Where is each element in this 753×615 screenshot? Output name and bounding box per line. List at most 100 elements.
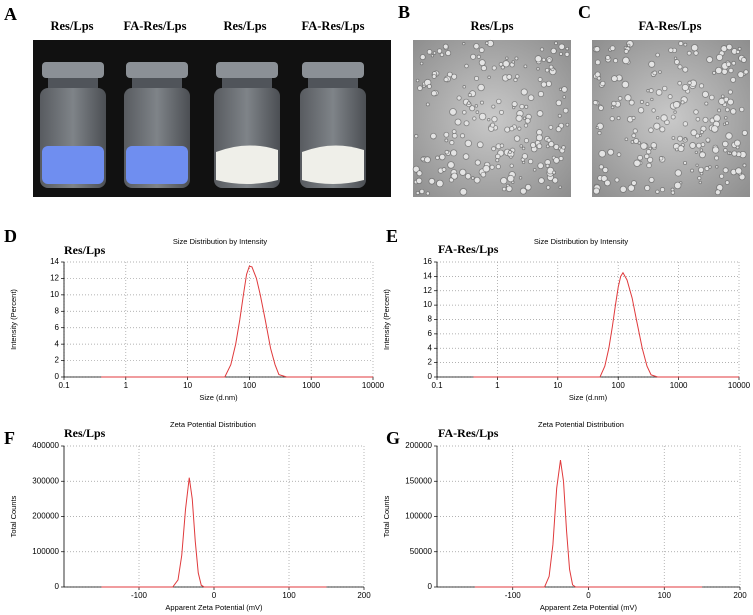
particle (559, 52, 563, 56)
particle (547, 59, 551, 62)
particle (593, 100, 598, 105)
particle (451, 74, 457, 79)
particle (563, 108, 568, 113)
particle (475, 104, 478, 107)
particle (672, 136, 675, 140)
chart-title: Size Distribution by Intensity (173, 237, 267, 246)
particle (487, 118, 490, 121)
particle (618, 96, 622, 100)
particle (426, 192, 430, 195)
particle (500, 177, 507, 184)
particle (595, 60, 600, 65)
particle (694, 110, 698, 114)
x-tick-label: 10 (183, 381, 192, 390)
particle (739, 174, 745, 180)
particle (628, 185, 635, 191)
particle (443, 44, 448, 49)
particle (647, 163, 651, 168)
y-tick-label: 16 (423, 257, 432, 266)
particle (523, 117, 526, 120)
particle (431, 54, 434, 57)
particle (479, 113, 486, 120)
particle (616, 75, 622, 81)
x-tick-label: 10 (553, 381, 562, 390)
y-tick-label: 6 (55, 323, 60, 332)
x-tick-label: 100 (282, 591, 296, 600)
particle (683, 161, 687, 165)
particle (634, 160, 640, 167)
particle (460, 188, 467, 195)
y-tick-label: 6 (428, 329, 433, 338)
particle (742, 130, 747, 136)
particle (556, 127, 561, 132)
data-line (101, 477, 327, 588)
particle (481, 65, 487, 71)
x-tick-label: 10000 (362, 381, 385, 390)
particle (731, 48, 737, 54)
particle (615, 178, 619, 182)
particle (698, 167, 704, 173)
particle (449, 178, 454, 182)
particle (507, 175, 514, 182)
particle (647, 89, 649, 92)
particle (649, 61, 655, 67)
particle (499, 62, 503, 66)
particle (522, 147, 525, 150)
particle (500, 144, 504, 147)
vial-neck (132, 78, 182, 88)
y-axis-label: Intensity (Percent) (9, 289, 18, 350)
particle (688, 81, 691, 85)
particle (528, 95, 534, 101)
particle (682, 84, 689, 91)
particle (705, 102, 708, 105)
particle (483, 165, 490, 172)
particle (709, 95, 714, 100)
particle (656, 53, 660, 57)
particle (606, 55, 610, 60)
particle (563, 96, 566, 98)
particle (608, 149, 614, 155)
particle (431, 91, 437, 96)
particle (627, 44, 630, 47)
particle (699, 181, 702, 184)
particle (725, 122, 729, 125)
particle (474, 76, 479, 81)
particle (740, 151, 746, 158)
particle (674, 111, 676, 113)
particle (732, 61, 736, 65)
particle (552, 171, 556, 174)
particle (514, 136, 520, 141)
particle (646, 149, 651, 154)
particle (416, 178, 422, 184)
particle (478, 84, 484, 91)
y-tick-label: 14 (50, 257, 59, 266)
particle (651, 142, 657, 148)
x-tick-label: 200 (357, 591, 371, 600)
vial-cap (42, 62, 104, 78)
chart-title: Zeta Potential Distribution (170, 420, 256, 429)
particle (501, 66, 505, 69)
particle (455, 119, 461, 125)
particle (723, 168, 728, 173)
particle (668, 94, 672, 99)
particle (717, 109, 721, 112)
particle (566, 47, 569, 50)
particle (427, 84, 432, 89)
particle (684, 138, 687, 140)
particle (598, 131, 601, 135)
photo-label: FA-Res/Lps (124, 19, 187, 33)
particle (611, 76, 617, 82)
particle (510, 164, 514, 168)
photo-label: FA-Res/Lps (639, 19, 702, 33)
particle (460, 134, 465, 138)
particle (549, 65, 553, 69)
particle (538, 178, 544, 184)
particle (738, 72, 744, 78)
particle (646, 102, 649, 106)
particle (551, 48, 556, 54)
particle (545, 68, 549, 72)
particle (694, 51, 698, 55)
particle (672, 48, 677, 53)
particle (731, 77, 736, 83)
particle (432, 74, 436, 79)
